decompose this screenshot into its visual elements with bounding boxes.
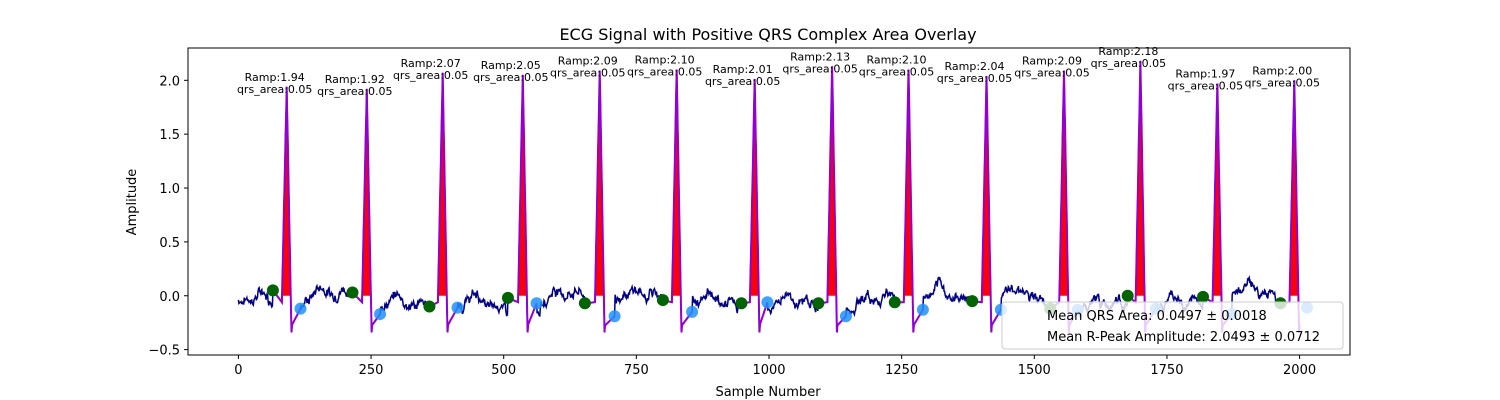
q-point-marker: [1121, 289, 1134, 302]
r-peak-amplitude-label: Ramp:2.13: [790, 50, 850, 63]
qrs-area-label: qrs_area:0.05: [237, 83, 312, 96]
s-point-marker: [451, 301, 464, 314]
q-point-marker: [578, 297, 591, 310]
qrs-area-label: qrs_area:0.05: [550, 67, 625, 80]
x-tick-label: 250: [359, 363, 384, 378]
y-tick-label: −0.5: [148, 344, 180, 359]
r-peak-amplitude-label: Ramp:2.00: [1252, 64, 1312, 77]
r-peak-amplitude-label: Ramp:1.97: [1175, 68, 1235, 81]
r-peak-amplitude-label: Ramp:2.04: [945, 60, 1005, 73]
q-point-marker: [501, 291, 514, 304]
r-peak-amplitude-label: Ramp:2.09: [1022, 55, 1082, 68]
q-point-marker: [656, 294, 669, 307]
r-peak-amplitude-label: Ramp:2.05: [481, 59, 541, 72]
r-peak-amplitude-label: Ramp:2.10: [635, 54, 695, 67]
qrs-area-label: qrs_area:0.05: [1168, 80, 1243, 93]
s-point-marker: [761, 296, 774, 309]
qrs-area-label: qrs_area:0.05: [859, 66, 934, 79]
qrs-area-label: qrs_area:0.05: [393, 69, 468, 82]
x-tick-label: 1000: [752, 363, 785, 378]
y-tick-label: 0.0: [159, 290, 180, 305]
s-point-marker: [608, 310, 621, 323]
y-tick-label: 1.0: [159, 182, 180, 197]
q-point-marker: [888, 296, 901, 309]
x-tick-label: 1750: [1150, 363, 1183, 378]
qrs-area-label: qrs_area:0.05: [1245, 76, 1320, 89]
x-axis-title: Sample Number: [715, 385, 821, 400]
r-peak-amplitude-label: Ramp:2.18: [1098, 45, 1158, 58]
s-point-marker: [839, 310, 852, 323]
legend: Mean QRS Area: 0.0497 ± 0.0018 Mean R-Pe…: [1001, 301, 1344, 350]
qrs-area-label: qrs_area:0.05: [317, 85, 392, 98]
qrs-area-label: qrs_area:0.05: [937, 72, 1012, 85]
legend-entry-qrs-area: Mean QRS Area: 0.0497 ± 0.0018: [1047, 309, 1267, 324]
s-point-marker: [294, 302, 307, 315]
x-tick-label: 500: [491, 363, 516, 378]
x-tick-label: 0: [234, 363, 242, 378]
qrs-segment-line: [351, 88, 381, 333]
axes: 0 250 500 750 1000 1250 1500 1750 2000 −0.5 0.0 0.5…: [148, 47, 1351, 378]
r-peak-amplitude-label: Ramp:2.09: [558, 55, 618, 68]
legend-entry-r-peak-amplitude: Mean R-Peak Amplitude: 2.0493 ± 0.0712: [1047, 330, 1320, 345]
qrs-area-label: qrs_area:0.05: [627, 66, 702, 79]
peak-annotations: Ramp:1.94qrs_area:0.05Ramp:1.92qrs_area:…: [237, 45, 1320, 98]
y-tick-label: 2.0: [159, 74, 180, 89]
s-point-marker: [530, 297, 543, 310]
qrs-area-label: qrs_area:0.05: [473, 71, 548, 84]
r-peak-amplitude-label: Ramp:1.92: [325, 73, 385, 86]
qrs-area-fill: [672, 69, 681, 296]
qrs-area-label: qrs_area:0.05: [1014, 67, 1089, 80]
legend-box: [1001, 301, 1344, 350]
q-point-marker: [346, 286, 359, 299]
x-tick-label: 2000: [1283, 363, 1316, 378]
q-point-marker: [966, 295, 979, 308]
qrs-area-label: qrs_area:0.05: [705, 75, 780, 88]
x-tick-label: 750: [624, 363, 649, 378]
s-point-marker: [374, 308, 387, 321]
q-point-marker: [423, 300, 436, 313]
q-point-marker: [1197, 290, 1210, 303]
r-peak-amplitude-label: Ramp:2.10: [867, 54, 927, 67]
qrs-area-label: qrs_area:0.05: [782, 62, 857, 75]
s-point-marker: [916, 303, 929, 316]
q-point-marker: [266, 284, 279, 297]
qrs-segment-line: [272, 86, 302, 333]
s-point-marker: [686, 305, 699, 318]
qrs-area-fill: [438, 72, 447, 296]
q-point-marker: [812, 297, 825, 310]
x-tick-label: 1500: [1018, 363, 1051, 378]
r-peak-amplitude-label: Ramp:1.94: [245, 71, 305, 84]
y-tick-label: 0.5: [159, 236, 180, 251]
y-tick-label: 1.5: [159, 128, 180, 143]
q-point-marker: [735, 297, 748, 310]
qrs-area-label: qrs_area:0.05: [1091, 57, 1166, 70]
x-tick-label: 1250: [885, 363, 918, 378]
chart-title: ECG Signal with Positive QRS Complex Are…: [559, 25, 976, 44]
y-axis-title: Amplitude: [125, 169, 140, 236]
r-peak-amplitude-label: Ramp:2.01: [713, 63, 773, 76]
r-peak-amplitude-label: Ramp:2.07: [401, 57, 461, 70]
